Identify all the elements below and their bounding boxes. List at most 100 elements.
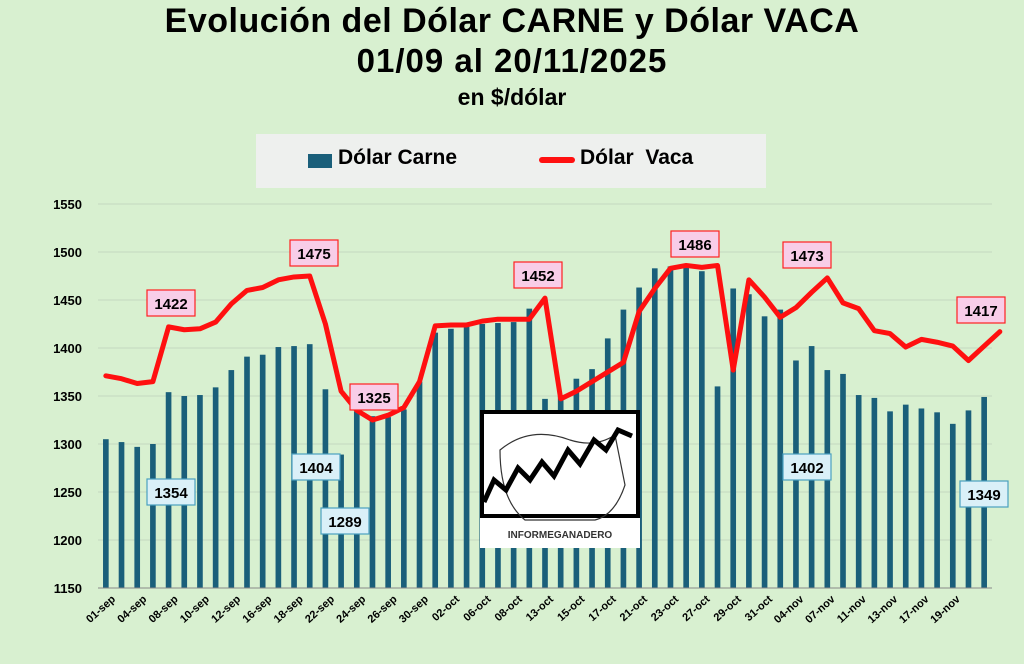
data-label: 1486 (678, 237, 711, 254)
data-label: 1422 (154, 296, 187, 313)
x-tick-label: 16-sep (241, 593, 275, 625)
bar-dolar-carne (871, 397, 878, 588)
data-label-box (289, 239, 339, 267)
bar-dolar-carne (683, 267, 689, 588)
bar-dolar-carne (667, 266, 674, 588)
data-label-box (782, 453, 832, 481)
legend-swatch-vaca (539, 157, 575, 163)
data-label: 1325 (357, 390, 390, 407)
bar-dolar-carne (401, 409, 407, 588)
bar-dolar-carne (934, 412, 940, 588)
x-tick-label: 15-oct (555, 593, 587, 624)
bar-dolar-carne (353, 411, 360, 588)
data-label: 1473 (790, 248, 823, 265)
data-label: 1354 (154, 485, 188, 502)
bar-dolar-carne (416, 381, 423, 588)
watermark-text: INFORMEGANADERO (508, 530, 613, 541)
bar-dolar-carne (949, 423, 956, 588)
data-label-box (513, 261, 563, 289)
x-tick-label: 24-sep (334, 593, 368, 625)
bar-dolar-carne (699, 271, 705, 588)
data-label-box (959, 480, 1009, 508)
y-tick-label: 1200 (53, 533, 82, 548)
chart-unit-label: en $/dólar (457, 84, 567, 110)
bar-dolar-carne (918, 408, 925, 588)
data-label: 1475 (297, 246, 330, 263)
y-tick-label: 1450 (53, 293, 82, 308)
data-label: 1349 (967, 487, 1000, 504)
line-dolar-vaca (103, 262, 1003, 423)
bar-dolar-carne (322, 389, 329, 588)
x-tick-label: 19-nov (928, 593, 963, 626)
bar-dolar-carne (777, 309, 784, 588)
x-tick-label: 10-sep (178, 593, 212, 625)
x-tick-label: 12-sep (209, 593, 243, 625)
chart-legend: Dólar Carne Dólar Vaca (256, 134, 766, 188)
y-tick-label: 1350 (53, 389, 82, 404)
data-label-box (956, 296, 1006, 324)
data-label: 1404 (299, 460, 333, 477)
data-label-box (782, 241, 832, 269)
bar-dolar-carne (714, 386, 721, 588)
y-tick-label: 1300 (53, 437, 82, 452)
data-label-box (146, 478, 196, 506)
y-tick-label: 1550 (53, 197, 82, 212)
bar-dolar-carne (463, 324, 470, 588)
bar-dolar-carne (259, 354, 266, 588)
bar-dolar-carne (902, 404, 909, 588)
x-tick-label: 02-oct (430, 593, 462, 624)
bar-dolar-carne (761, 316, 768, 588)
x-tick-label: 01-sep (84, 593, 118, 625)
y-tick-label: 1250 (53, 485, 82, 500)
bar-dolar-carne (228, 370, 235, 588)
x-tick-label: 18-sep (272, 593, 306, 625)
legend-label-carne: Dólar Carne (338, 146, 458, 169)
x-tick-label: 23-oct (649, 593, 681, 624)
data-label-box (349, 383, 399, 411)
chart-subtitle: 01/09 al 20/11/2025 (356, 42, 668, 79)
legend-label-vaca: Dólar Vaca (580, 146, 694, 169)
data-label: 1452 (521, 268, 554, 285)
x-tick-label: 27-oct (680, 593, 712, 624)
cattle-icon (499, 433, 626, 521)
bar-dolar-carne (887, 411, 893, 588)
legend-swatch-carne (308, 154, 332, 168)
bar-dolar-carne (746, 294, 752, 588)
data-label-box (146, 289, 196, 317)
x-tick-label: 30-sep (397, 593, 431, 625)
x-tick-label: 08-sep (147, 593, 181, 625)
data-label-box (670, 230, 720, 258)
bar-dolar-carne (150, 444, 156, 588)
data-label-box (320, 507, 370, 535)
x-tick-label: 11-nov (835, 593, 870, 626)
x-tick-label: 13-nov (866, 593, 901, 626)
bar-dolar-carne (275, 347, 282, 588)
data-label: 1289 (328, 514, 361, 531)
y-tick-label: 1500 (53, 245, 82, 260)
bar-dolar-carne (651, 268, 658, 588)
x-tick-label: 06-oct (461, 593, 493, 624)
bar-dolar-carne (118, 442, 125, 588)
bar-dolar-carne (103, 439, 109, 588)
bar-dolar-carne (432, 332, 439, 588)
bar-dolar-carne (244, 356, 250, 588)
bar-dolar-carne (385, 417, 391, 588)
bar-dolar-carne (855, 395, 862, 588)
x-tick-label: 31-oct (743, 593, 775, 624)
bar-dolar-carne (212, 387, 219, 588)
bar-dolar-carne (369, 416, 376, 588)
x-tick-label: 22-sep (303, 593, 337, 625)
data-label: 1402 (790, 460, 823, 477)
bar-dolar-carne (840, 373, 846, 588)
x-tick-label: 29-oct (712, 593, 744, 624)
bar-dolar-carne (134, 446, 141, 588)
y-tick-label: 1400 (53, 341, 82, 356)
x-tick-label: 26-sep (366, 593, 400, 625)
x-tick-label: 04-nov (772, 593, 807, 626)
chart-trend-icon (481, 426, 633, 504)
bar-dolar-carne (730, 288, 737, 588)
x-tick-label: 21-oct (618, 593, 650, 624)
x-tick-label: 08-oct (493, 593, 525, 624)
data-label-box (291, 453, 341, 481)
x-tick-label: 07-nov (803, 593, 838, 626)
